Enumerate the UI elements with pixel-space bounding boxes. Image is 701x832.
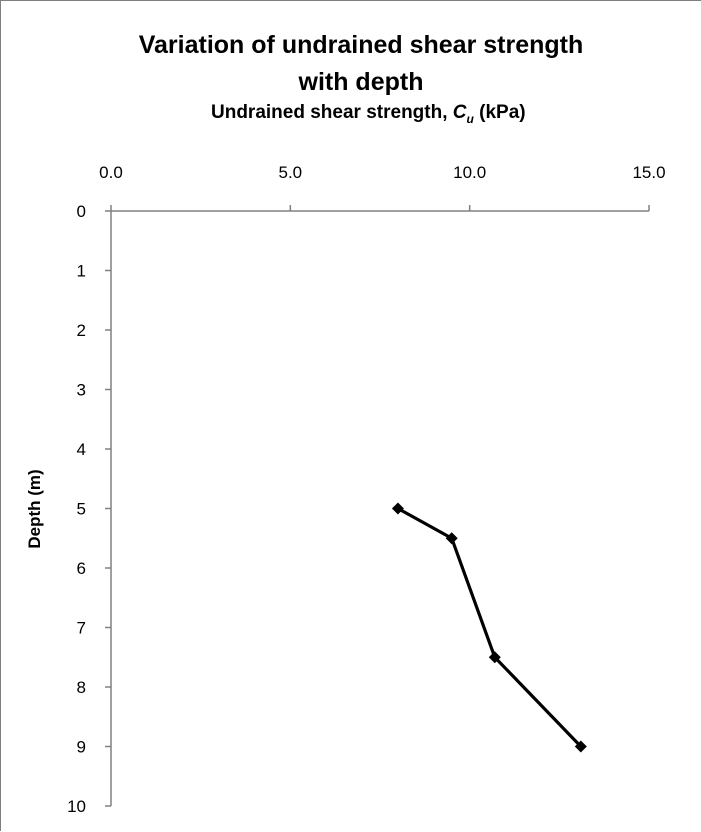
y-tick-label: 7: [77, 619, 86, 638]
data-point-marker: [488, 651, 501, 664]
x-axis-label-subscript: u: [466, 111, 474, 126]
x-tick-label: 15.0: [632, 163, 665, 182]
x-axis-label-symbol: C: [452, 102, 467, 123]
data-point-marker: [574, 740, 587, 753]
x-tick-label: 0.0: [99, 163, 123, 182]
data-point-marker: [445, 532, 458, 545]
x-axis-label-unit: (kPa): [473, 102, 526, 123]
y-tick-label: 4: [77, 440, 86, 459]
x-axis-label: Undrained shear strength, Cu (kPa): [211, 102, 526, 126]
y-tick-label: 9: [77, 738, 86, 757]
data-point-marker: [391, 502, 404, 515]
x-axis-label-text: Undrained shear strength,: [211, 102, 453, 123]
series-line: [397, 507, 583, 748]
chart-title-line-2: with depth: [298, 68, 424, 96]
y-tick-label: 10: [67, 797, 86, 816]
y-tick-label: 8: [77, 678, 86, 697]
x-tick-label: 5.0: [279, 163, 303, 182]
y-tick-label: 5: [77, 500, 86, 519]
y-tick-label: 3: [77, 381, 86, 400]
chart-title-line-1: Variation of undrained shear strength: [138, 31, 584, 59]
y-tick-label: 6: [77, 559, 86, 578]
y-tick-label: 1: [77, 262, 86, 281]
y-tick-label: 0: [77, 202, 86, 221]
y-tick-label: 2: [77, 321, 86, 340]
x-tick-label: 10.0: [453, 163, 486, 182]
